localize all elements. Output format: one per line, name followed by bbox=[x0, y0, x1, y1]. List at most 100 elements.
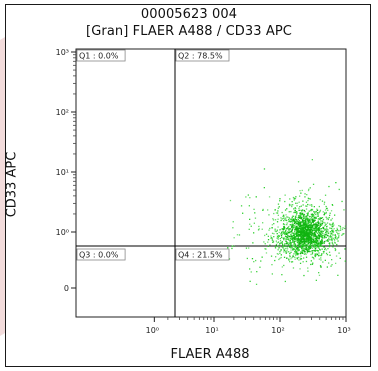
event-dot bbox=[312, 183, 315, 185]
event-dot bbox=[261, 256, 263, 258]
event-dot bbox=[303, 251, 306, 253]
event-dot bbox=[316, 245, 319, 247]
event-dot bbox=[329, 227, 332, 229]
event-dot bbox=[299, 239, 301, 241]
event-dot bbox=[299, 240, 302, 242]
event-dot bbox=[288, 230, 290, 232]
event-dot bbox=[298, 207, 300, 209]
event-dot bbox=[289, 198, 291, 200]
event-dot bbox=[308, 219, 310, 221]
event-dot bbox=[320, 240, 322, 243]
event-dot bbox=[310, 214, 313, 216]
quadrant-label-q4: Q4 : 21.5% bbox=[178, 251, 223, 260]
event-dot bbox=[326, 222, 329, 224]
event-dot bbox=[274, 247, 277, 249]
event-dot bbox=[264, 234, 266, 237]
event-dot bbox=[238, 234, 241, 236]
event-dot bbox=[299, 213, 301, 215]
quadrant-label-q3: Q3 : 0.0% bbox=[79, 251, 119, 260]
event-dot bbox=[304, 233, 306, 235]
event-dot bbox=[285, 235, 287, 237]
event-dot bbox=[297, 224, 299, 226]
event-dot bbox=[331, 227, 333, 230]
event-dot bbox=[277, 235, 279, 237]
event-dot bbox=[322, 218, 325, 221]
event-dot bbox=[315, 279, 317, 281]
event-dot bbox=[299, 234, 301, 237]
event-dot bbox=[294, 211, 296, 213]
event-dot bbox=[301, 239, 303, 241]
event-dot bbox=[301, 210, 303, 212]
event-dot bbox=[290, 251, 292, 253]
event-dot bbox=[292, 236, 294, 238]
event-dot bbox=[321, 242, 323, 244]
event-dot bbox=[294, 256, 296, 258]
event-dot bbox=[329, 254, 331, 256]
event-dot bbox=[301, 224, 303, 226]
event-dot bbox=[316, 247, 318, 249]
event-dot bbox=[294, 198, 297, 200]
event-dot bbox=[312, 235, 315, 237]
event-dot bbox=[307, 217, 310, 220]
event-dot bbox=[312, 214, 314, 216]
event-dot bbox=[303, 229, 306, 232]
event-dot bbox=[300, 246, 302, 249]
event-dot bbox=[298, 222, 300, 224]
event-dot bbox=[308, 241, 311, 243]
event-dot bbox=[271, 227, 273, 229]
event-dot bbox=[312, 221, 314, 224]
event-dot bbox=[288, 205, 291, 207]
quadrant-label-box bbox=[175, 49, 230, 62]
event-dot bbox=[295, 232, 297, 235]
event-dot bbox=[309, 198, 311, 200]
event-dot bbox=[263, 187, 265, 189]
event-dot bbox=[286, 250, 288, 252]
event-dot bbox=[324, 225, 326, 227]
event-dot bbox=[319, 210, 321, 213]
event-dot bbox=[296, 247, 299, 249]
event-dot bbox=[309, 226, 312, 229]
event-dot bbox=[325, 216, 327, 218]
event-dot bbox=[313, 223, 315, 225]
event-dot bbox=[330, 210, 333, 212]
event-dot bbox=[297, 181, 300, 183]
event-dot bbox=[284, 243, 286, 245]
event-dot bbox=[301, 228, 303, 230]
event-dot bbox=[301, 244, 304, 247]
event-dot bbox=[344, 225, 347, 227]
event-dot bbox=[304, 221, 307, 223]
event-dot bbox=[316, 242, 318, 245]
event-dot bbox=[277, 236, 279, 238]
event-dot bbox=[336, 238, 338, 240]
event-dot bbox=[296, 257, 298, 260]
event-dot bbox=[295, 227, 298, 229]
event-dot bbox=[295, 246, 297, 248]
event-dot bbox=[292, 227, 294, 230]
event-dot bbox=[270, 235, 272, 237]
event-dot bbox=[333, 241, 336, 243]
event-dot bbox=[299, 262, 302, 264]
event-dot bbox=[260, 260, 262, 262]
event-dot bbox=[306, 238, 308, 240]
event-dot bbox=[289, 221, 292, 223]
event-dot bbox=[323, 242, 325, 244]
event-dot bbox=[279, 198, 281, 200]
quadrant-label-box bbox=[76, 248, 126, 261]
event-dot bbox=[330, 224, 333, 226]
event-dot bbox=[300, 228, 302, 230]
event-dot bbox=[288, 238, 290, 240]
event-dot bbox=[299, 223, 301, 225]
event-dot bbox=[285, 217, 287, 219]
event-dot bbox=[299, 190, 301, 192]
event-dot bbox=[272, 219, 275, 221]
event-dot bbox=[339, 257, 341, 259]
event-dot bbox=[276, 253, 278, 255]
event-dot bbox=[305, 220, 307, 222]
event-dot bbox=[285, 252, 287, 254]
event-dot bbox=[311, 231, 313, 234]
event-dot bbox=[298, 223, 300, 225]
event-dot bbox=[316, 227, 318, 229]
event-dot bbox=[321, 220, 324, 222]
event-dot bbox=[305, 222, 307, 224]
event-dot bbox=[319, 222, 321, 224]
